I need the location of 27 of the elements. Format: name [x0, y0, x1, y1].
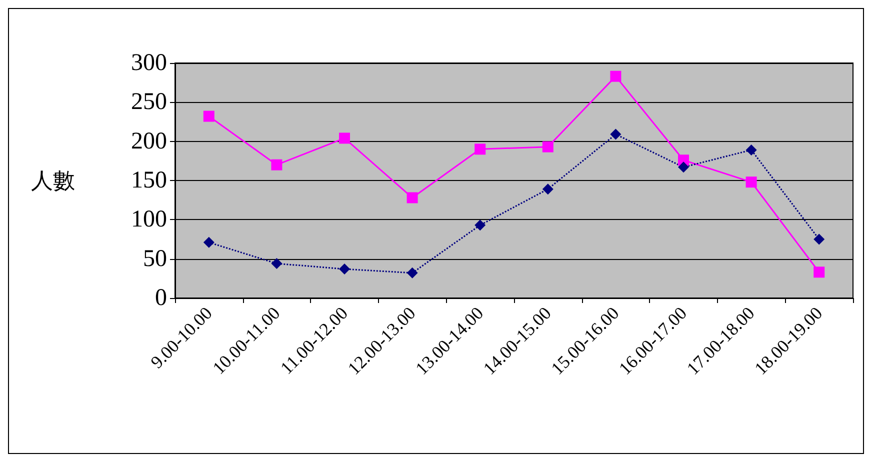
point: [406, 192, 418, 204]
y-tick-label: 150: [131, 168, 167, 194]
y-tick-label: 300: [131, 50, 167, 76]
point: [474, 220, 486, 231]
point: [339, 132, 350, 144]
point: [271, 258, 282, 270]
point: [746, 144, 757, 156]
y-tick-label: 0: [155, 285, 167, 311]
point: [203, 110, 214, 122]
point: [814, 266, 825, 278]
point: [542, 141, 554, 152]
point: [474, 144, 486, 155]
y-axis-title: 人數: [31, 168, 75, 193]
y-tick-label: 250: [131, 89, 167, 116]
point: [542, 184, 554, 195]
y-tick-label: 50: [143, 246, 167, 272]
point: [746, 176, 757, 188]
point: [203, 236, 214, 248]
point: [610, 128, 622, 140]
y-tick-label: 100: [131, 206, 167, 233]
point: [678, 162, 689, 173]
point: [814, 234, 825, 245]
point: [339, 264, 350, 275]
point: [610, 70, 622, 82]
y-tick-label: 200: [131, 128, 167, 154]
point: [271, 159, 282, 170]
point: [406, 267, 418, 278]
